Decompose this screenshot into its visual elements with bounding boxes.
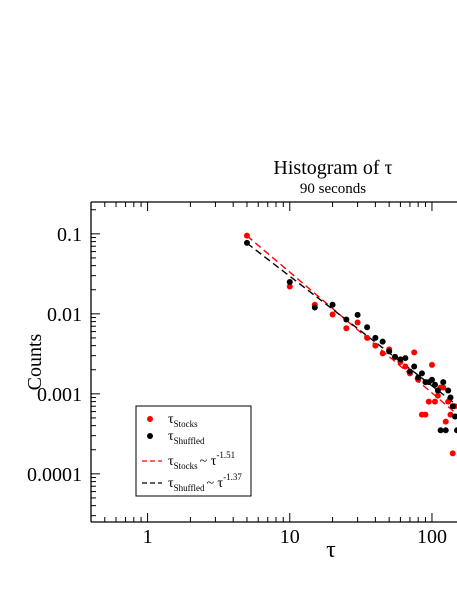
data-point-shuffled bbox=[343, 316, 350, 323]
data-point-shuffled bbox=[402, 355, 409, 362]
x-tick-label: 1 bbox=[143, 526, 153, 548]
data-point-shuffled bbox=[354, 311, 361, 318]
data-point-stocks bbox=[411, 349, 418, 356]
data-point-shuffled bbox=[364, 324, 371, 331]
data-point-shuffled bbox=[379, 338, 386, 345]
fit-lines bbox=[246, 235, 457, 415]
legend-marker-stocks bbox=[147, 416, 153, 422]
axis-ticks bbox=[90, 202, 433, 522]
data-point-shuffled bbox=[418, 370, 425, 377]
chart-title: Histogram of τ bbox=[273, 157, 392, 179]
fit-line-shuffled_fit bbox=[246, 242, 457, 406]
legend-box bbox=[135, 405, 252, 497]
data-point-stocks bbox=[243, 232, 250, 239]
data-points bbox=[243, 232, 457, 457]
data-point-stocks bbox=[329, 311, 336, 318]
data-point-stocks bbox=[379, 350, 386, 357]
data-point-stocks bbox=[364, 334, 371, 341]
data-point-shuffled bbox=[397, 356, 404, 363]
y-tick-label: 0.0001 bbox=[27, 464, 82, 486]
plot-frame bbox=[90, 201, 457, 523]
data-point-shuffled bbox=[392, 353, 399, 360]
y-tick-label: 0.001 bbox=[37, 384, 82, 406]
data-point-shuffled bbox=[386, 348, 393, 355]
data-point-stocks bbox=[286, 283, 293, 290]
data-point-shuffled bbox=[286, 279, 293, 285]
x-tick-label: 100 bbox=[417, 526, 447, 548]
x-axis-label: τ bbox=[326, 537, 336, 563]
data-point-stocks bbox=[434, 392, 441, 399]
data-point-stocks bbox=[442, 418, 449, 425]
x-tick-labels: 1 10 100 bbox=[143, 526, 447, 548]
data-point-stocks bbox=[372, 342, 379, 349]
x-tick-label: 10 bbox=[280, 526, 300, 548]
legend-marker-shuffled bbox=[147, 433, 153, 439]
data-point-shuffled bbox=[437, 427, 444, 434]
legend-label-stocks-fit: τStocks ~ τ-1.51 bbox=[168, 450, 235, 471]
data-point-shuffled bbox=[428, 376, 435, 383]
data-point-stocks bbox=[440, 384, 447, 391]
data-point-shuffled bbox=[434, 387, 441, 394]
data-point-shuffled bbox=[415, 374, 422, 381]
data-point-stocks bbox=[449, 450, 456, 457]
y-tick-label: 0.01 bbox=[47, 304, 82, 326]
data-point-shuffled bbox=[243, 239, 250, 246]
data-point-stocks bbox=[425, 398, 432, 405]
data-point-shuffled bbox=[431, 381, 438, 388]
data-point-shuffled bbox=[329, 301, 336, 308]
data-point-shuffled bbox=[406, 368, 413, 375]
legend-label-shuffled-fit: τShuffled ~ τ-1.37 bbox=[168, 472, 242, 493]
data-point-shuffled bbox=[451, 413, 457, 420]
data-point-shuffled bbox=[442, 427, 449, 434]
data-point-shuffled bbox=[372, 334, 379, 341]
data-point-shuffled bbox=[411, 363, 418, 370]
data-point-stocks bbox=[354, 319, 361, 326]
data-point-shuffled bbox=[449, 403, 456, 410]
y-axis-label: Counts bbox=[24, 333, 46, 390]
chart-subtitle: 90 seconds bbox=[300, 181, 366, 197]
data-point-shuffled bbox=[311, 304, 318, 311]
data-point-stocks bbox=[428, 361, 435, 368]
legend-label-shuffled: τShuffled bbox=[168, 429, 205, 446]
data-point-shuffled bbox=[454, 427, 457, 434]
legend-label-stocks: τStocks bbox=[168, 412, 198, 429]
data-point-shuffled bbox=[445, 387, 452, 394]
y-tick-labels: 0.1 0.01 0.001 0.0001 bbox=[27, 224, 82, 486]
data-point-stocks bbox=[343, 325, 350, 332]
y-tick-label: 0.1 bbox=[57, 224, 82, 246]
data-point-stocks bbox=[431, 398, 438, 405]
data-point-shuffled bbox=[440, 379, 447, 386]
data-point-stocks bbox=[402, 363, 409, 370]
data-point-stocks bbox=[422, 411, 429, 418]
legend: τStocks τShuffled τStocks ~ τ-1.51 τShuff… bbox=[135, 405, 252, 497]
data-point-shuffled bbox=[447, 394, 454, 401]
